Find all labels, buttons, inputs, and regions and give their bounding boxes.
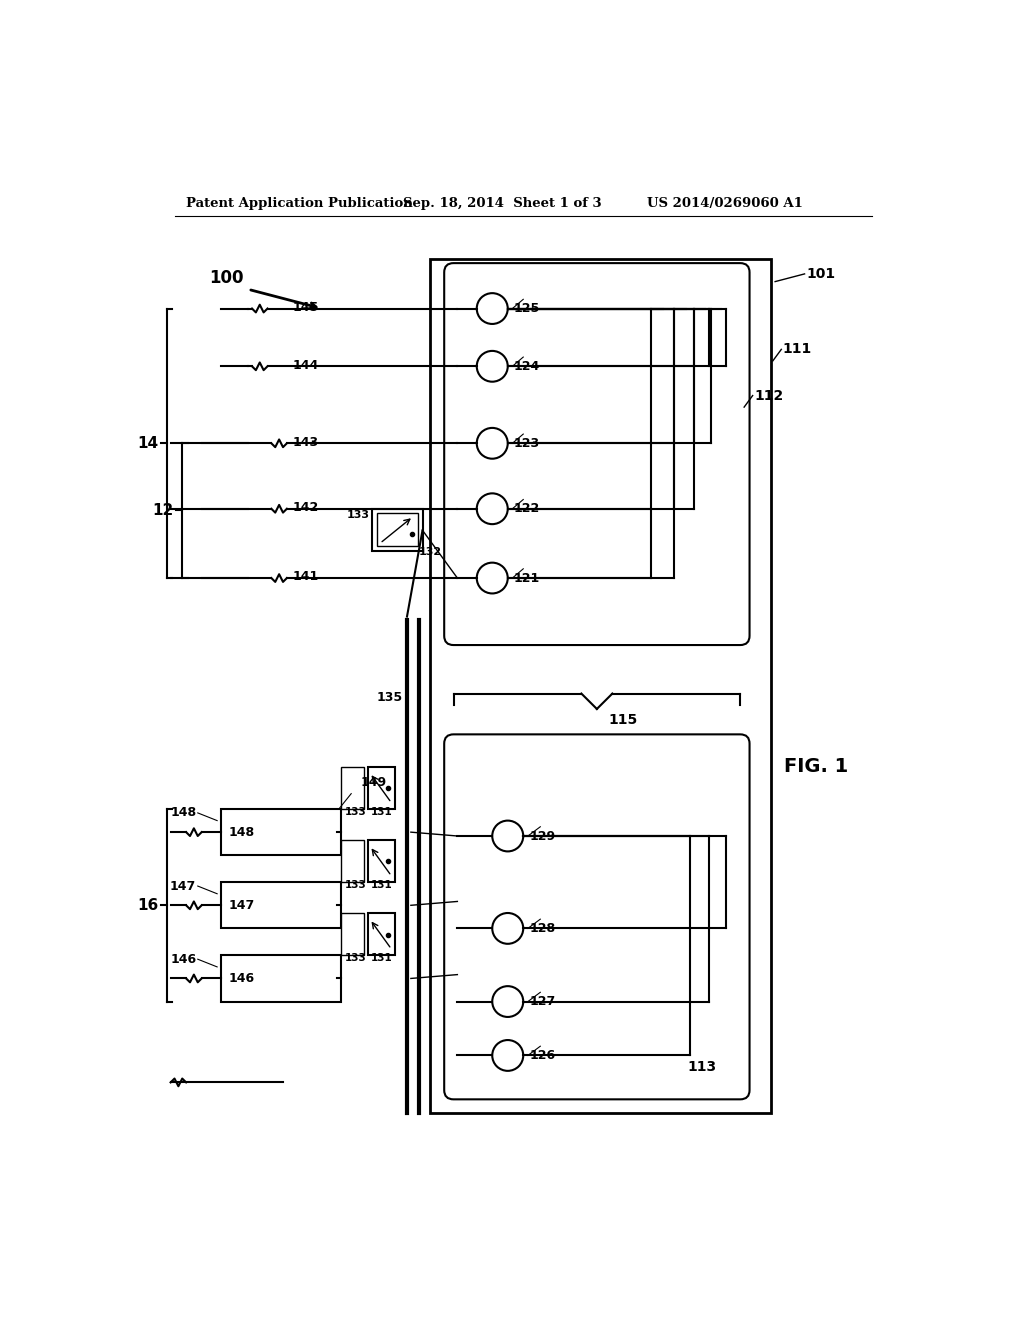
Text: 141: 141 [293,570,318,583]
Text: 133: 133 [345,953,367,964]
Text: 115: 115 [608,714,638,727]
Text: 147: 147 [228,899,255,912]
Bar [369,767,395,809]
FancyBboxPatch shape [444,263,750,645]
Text: 131: 131 [371,807,392,817]
Text: 146: 146 [170,953,197,966]
Bar [369,913,395,956]
Circle shape [493,913,523,944]
Text: 126: 126 [529,1049,556,1063]
Text: 144: 144 [293,359,318,372]
FancyBboxPatch shape [444,734,750,1100]
Text: 14: 14 [137,436,159,451]
Bar [372,508,423,552]
Text: 133: 133 [347,510,370,520]
Bar [377,513,418,546]
Text: 125: 125 [514,302,541,315]
Text: 12: 12 [153,503,174,517]
Text: Patent Application Publication: Patent Application Publication [186,197,413,210]
Text: 149: 149 [360,776,387,788]
Text: 100: 100 [209,269,244,286]
Text: 122: 122 [514,502,541,515]
Circle shape [477,494,508,524]
Text: 133: 133 [345,880,367,890]
Bar [221,809,341,855]
Text: 131: 131 [371,880,392,890]
Text: 112: 112 [755,388,783,403]
Text: 142: 142 [293,502,318,513]
Text: 121: 121 [514,572,541,585]
Circle shape [477,428,508,459]
Text: 127: 127 [529,995,556,1008]
Circle shape [477,293,508,323]
Bar [369,840,395,882]
Text: 123: 123 [514,437,540,450]
Text: 143: 143 [293,436,318,449]
Bar [430,259,771,1113]
Bar [221,882,341,928]
Text: FIG. 1: FIG. 1 [784,758,848,776]
Bar [341,840,365,882]
Text: 128: 128 [529,921,556,935]
Text: 113: 113 [688,1060,717,1074]
Circle shape [493,986,523,1016]
Text: 124: 124 [514,360,541,372]
Bar [341,767,365,809]
Text: 16: 16 [137,898,159,913]
Text: 148: 148 [228,825,255,838]
Text: 131: 131 [371,953,392,964]
Text: 147: 147 [170,879,197,892]
Text: 135: 135 [377,690,403,704]
Text: 111: 111 [783,342,812,356]
Circle shape [493,821,523,851]
Circle shape [477,562,508,594]
Bar [341,913,365,956]
Text: 132: 132 [419,548,441,557]
Text: 146: 146 [228,972,255,985]
Text: 101: 101 [806,267,836,281]
Bar [221,956,341,1002]
Text: Sep. 18, 2014  Sheet 1 of 3: Sep. 18, 2014 Sheet 1 of 3 [403,197,602,210]
Text: US 2014/0269060 A1: US 2014/0269060 A1 [647,197,803,210]
Circle shape [477,351,508,381]
Text: 133: 133 [345,807,367,817]
Text: 145: 145 [293,301,318,314]
Text: 129: 129 [529,829,556,842]
Circle shape [493,1040,523,1071]
Text: 148: 148 [170,807,197,820]
